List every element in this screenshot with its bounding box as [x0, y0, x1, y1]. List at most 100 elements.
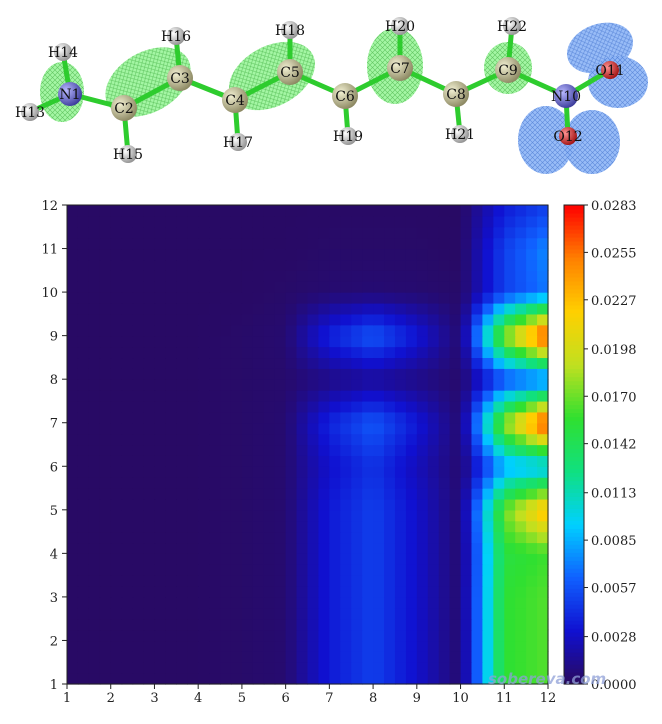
heatmap-cell [176, 607, 188, 620]
heatmap-cell [230, 357, 243, 369]
heatmap-cell [176, 433, 188, 446]
heatmap-cell [449, 400, 462, 413]
heatmap-cell [285, 662, 298, 674]
heatmap-cell [318, 422, 330, 435]
heatmap-cell [438, 281, 451, 293]
colorbar-segment [564, 236, 584, 242]
heatmap-cell [416, 586, 429, 598]
heatmap-cell [394, 662, 407, 674]
heatmap-cell [504, 531, 516, 544]
heatmap-cell [121, 629, 134, 642]
heatmap-cell [471, 248, 484, 261]
heatmap-cell [449, 390, 462, 402]
heatmap-cell [351, 455, 363, 467]
heatmap-cell [384, 673, 396, 685]
atom-label-c5: C5 [280, 65, 300, 81]
colorbar-segment [564, 224, 584, 230]
heatmap-cell [209, 302, 221, 315]
heatmap-cell [438, 237, 451, 250]
heatmap-cell [362, 390, 374, 402]
heatmap-cell [67, 422, 79, 435]
heatmap-cell [460, 292, 473, 304]
heatmap-cell [296, 324, 309, 337]
heatmap-cell [427, 509, 440, 522]
heatmap-cell [526, 259, 538, 271]
heatmap-cell [373, 596, 385, 609]
heatmap-cell [252, 662, 265, 674]
heatmap-cell [110, 466, 123, 478]
heatmap-cell [263, 346, 276, 359]
heatmap-cell [296, 607, 309, 620]
heatmap-cell [67, 542, 79, 554]
heatmap-cell [88, 411, 101, 424]
heatmap-cell [88, 215, 101, 228]
heatmap-cell [482, 379, 494, 391]
colorbar-segment [564, 360, 584, 366]
heatmap-cell [77, 270, 90, 282]
heatmap-cell [515, 651, 527, 663]
heatmap-cell [438, 673, 451, 685]
heatmap-cell [165, 302, 177, 315]
heatmap-cell [460, 575, 473, 587]
heatmap-cell [351, 618, 363, 631]
heatmap-cell [460, 433, 473, 446]
heatmap-cell [427, 302, 440, 315]
heatmap-cell [318, 433, 330, 446]
heatmap-cell [263, 662, 276, 674]
heatmap-cell [274, 542, 287, 554]
heatmap-cell [198, 324, 210, 337]
heatmap-cell [132, 259, 145, 271]
heatmap-cell [230, 248, 243, 261]
heatmap-cell [416, 618, 429, 631]
heatmap-cell [296, 477, 309, 489]
heatmap-cell [252, 542, 265, 554]
heatmap-cell [252, 335, 265, 348]
heatmap-cell [482, 346, 494, 359]
heatmap-cell [67, 596, 79, 609]
heatmap-cell [537, 205, 549, 217]
colorbar-segment [564, 600, 584, 605]
heatmap-cell [373, 270, 385, 282]
heatmap-cell [515, 205, 527, 217]
heatmap-cell [187, 248, 199, 261]
heatmap-cell [263, 324, 276, 337]
colorbar-segment [564, 460, 584, 466]
heatmap-cell [121, 498, 134, 511]
heatmap-cell [482, 400, 494, 413]
colorbar-segment [564, 396, 584, 402]
heatmap-cell [165, 629, 177, 642]
heatmap-cell [438, 411, 451, 424]
heatmap-cell [329, 226, 341, 239]
heatmap-cell [121, 390, 134, 402]
heatmap-cell [515, 346, 527, 359]
colorbar-segment [564, 344, 584, 350]
heatmap-cell [515, 357, 527, 369]
heatmap-cell [384, 346, 396, 359]
heatmap-cell [362, 270, 374, 282]
heatmap-cell [460, 455, 473, 467]
heatmap-cell [198, 411, 210, 424]
heatmap-cell [362, 498, 374, 511]
heatmap-cell [351, 466, 363, 478]
heatmap-cell [515, 629, 527, 642]
heatmap-cell [198, 368, 210, 380]
heatmap-cell [384, 509, 396, 522]
heatmap-cell [176, 259, 188, 271]
heatmap-cell [274, 575, 287, 587]
heatmap-cell [132, 205, 145, 217]
heatmap-cell [449, 520, 462, 533]
heatmap-cell [515, 607, 527, 620]
heatmap-cell [143, 205, 156, 217]
colorbar-segment [564, 584, 584, 589]
heatmap-cell [373, 400, 385, 413]
heatmap-cell [176, 629, 188, 642]
heatmap-cell [384, 390, 396, 402]
heatmap-cell [132, 651, 145, 663]
colorbar-segment [564, 648, 584, 653]
heatmap-cell [504, 346, 516, 359]
colorbar-segment [564, 612, 584, 617]
heatmap-cell [493, 281, 505, 293]
heatmap-cell [515, 368, 527, 380]
heatmap-cell [88, 596, 101, 609]
heatmap-cell [187, 270, 199, 282]
